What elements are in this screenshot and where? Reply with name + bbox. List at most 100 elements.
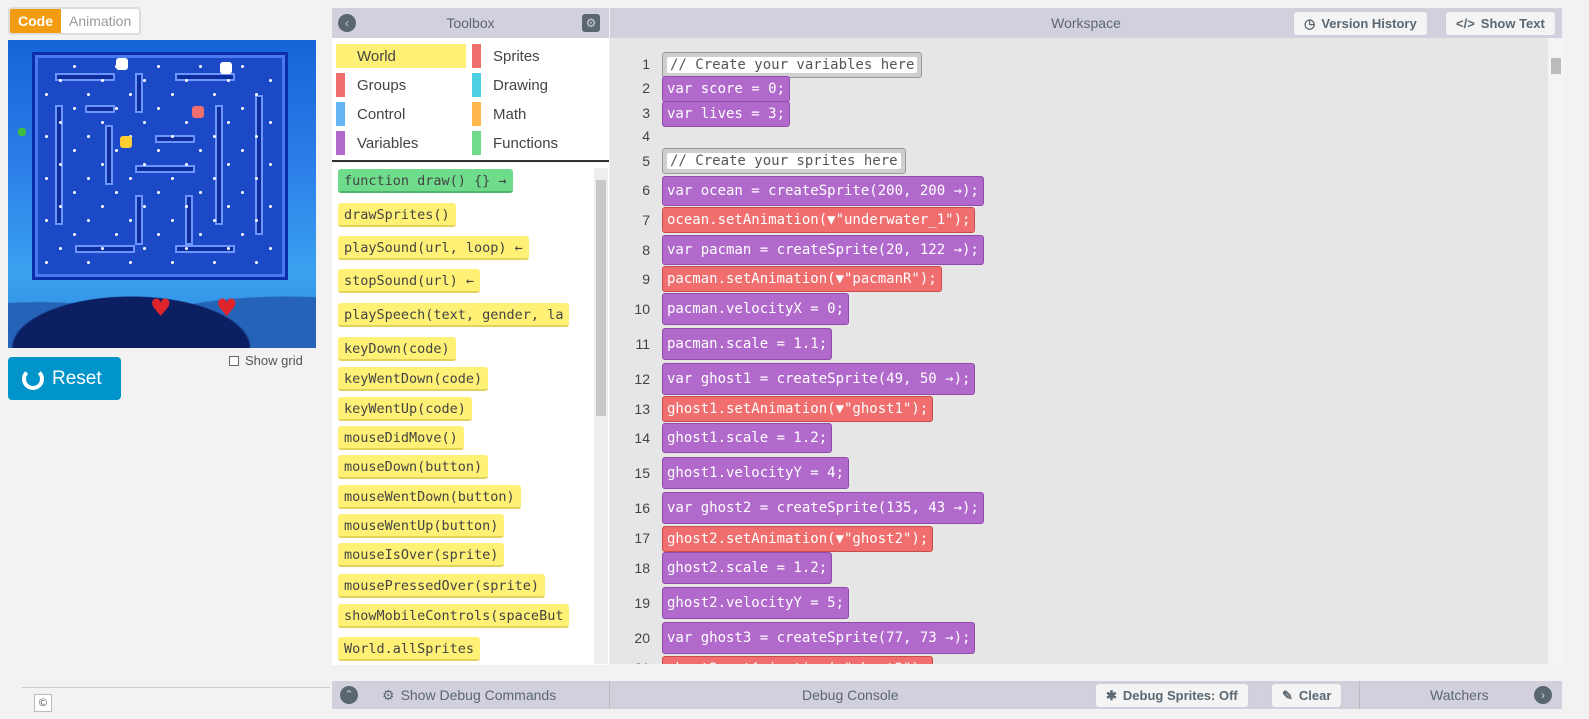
toolbox-title: Toolbox: [446, 15, 495, 31]
line-number: 6: [642, 182, 650, 198]
palette-block[interactable]: function draw() {} →: [338, 169, 513, 193]
pellet: [227, 205, 230, 208]
pellet: [241, 107, 244, 110]
code-block[interactable]: var ghost2 = createSprite(135, 43 →);: [662, 492, 984, 524]
line-number: 8: [642, 242, 650, 258]
pellet: [129, 177, 132, 180]
code-block[interactable]: ghost1.velocityY = 4;: [662, 457, 850, 489]
palette-block[interactable]: playSound(url, loop) ←: [338, 236, 529, 260]
workspace-scrollbar[interactable]: [1548, 38, 1564, 664]
code-block[interactable]: var ghost3 = createSprite(77, 73 →);: [662, 622, 976, 654]
copyright-icon[interactable]: ©: [34, 694, 52, 712]
palette-block[interactable]: stopSound(url) ←: [338, 269, 481, 293]
line-number: 16: [634, 500, 650, 516]
debug-sprites-button[interactable]: ✱ Debug Sprites: Off: [1095, 683, 1249, 708]
code-block[interactable]: var lives = 3;: [662, 101, 791, 127]
line-number: 12: [634, 371, 650, 387]
pellet: [269, 121, 272, 124]
code-block[interactable]: var score = 0;: [662, 76, 791, 102]
game-stage[interactable]: ♥ ♥: [8, 40, 316, 348]
category-sprites[interactable]: Sprites: [472, 44, 602, 68]
maze-wall: [185, 195, 193, 245]
line-number: 11: [635, 336, 650, 352]
debug-sprites-label: Debug Sprites: Off: [1122, 688, 1238, 703]
palette-scrollbar[interactable]: [594, 168, 608, 664]
code-block[interactable]: ghost2.setAnimation(▼"ghost2");: [662, 526, 934, 552]
version-history-button[interactable]: ◷ Version History: [1293, 11, 1428, 36]
code-block[interactable]: var pacman = createSprite(20, 122 →);: [662, 235, 984, 265]
pellet: [157, 149, 160, 152]
collapse-toolbox-icon[interactable]: ‹: [338, 14, 356, 32]
category-functions[interactable]: Functions: [472, 131, 602, 155]
expand-watchers-icon[interactable]: ›: [1534, 681, 1552, 709]
line-number: 17: [634, 530, 650, 546]
code-block[interactable]: ghost2.velocityY = 5;: [662, 587, 850, 619]
palette-block[interactable]: mouseDown(button): [338, 455, 489, 479]
code-block[interactable]: ghost3.setAnimation(▼"ghost3");: [662, 656, 934, 664]
code-block[interactable]: pacman.setAnimation(▼"pacmanR");: [662, 266, 942, 292]
pellet: [227, 247, 230, 250]
palette-block[interactable]: showMobileControls(spaceBut: [338, 604, 570, 628]
pellet: [129, 261, 132, 264]
code-block[interactable]: // Create your variables here: [662, 52, 923, 78]
category-groups[interactable]: Groups: [336, 73, 466, 97]
checkbox-icon[interactable]: [229, 355, 239, 366]
pellet: [157, 191, 160, 194]
palette-block[interactable]: mouseDidMove(): [338, 426, 464, 450]
expand-debug-icon[interactable]: ⌃: [340, 681, 358, 709]
clear-button[interactable]: ✎ Clear: [1271, 683, 1343, 708]
category-control[interactable]: Control: [336, 102, 466, 126]
gear-icon[interactable]: ⚙: [582, 14, 600, 32]
scrollbar-thumb[interactable]: [596, 180, 606, 416]
code-block[interactable]: // Create your sprites here: [662, 148, 906, 174]
palette-block[interactable]: World.allSprites: [338, 637, 481, 661]
pellet: [241, 149, 244, 152]
workspace-canvas[interactable]: 1 // Create your variables here 2 var sc…: [610, 38, 1562, 664]
palette-block[interactable]: mouseIsOver(sprite): [338, 543, 505, 567]
scrollbar-thumb[interactable]: [1551, 58, 1561, 74]
pellet: [73, 191, 76, 194]
maze-wall: [55, 73, 115, 81]
category-drawing[interactable]: Drawing: [472, 73, 602, 97]
code-block[interactable]: var ghost1 = createSprite(49, 50 →);: [662, 363, 976, 395]
pellet: [185, 79, 188, 82]
code-block[interactable]: ghost2.scale = 1.2;: [662, 552, 833, 584]
reset-button[interactable]: Reset: [8, 357, 121, 400]
palette-block[interactable]: keyWentDown(code): [338, 367, 489, 391]
show-text-button[interactable]: </> Show Text: [1445, 11, 1556, 36]
palette-block[interactable]: mouseWentUp(button): [338, 514, 505, 538]
palette-block[interactable]: drawSprites(): [338, 203, 456, 227]
code-block[interactable]: ghost1.scale = 1.2;: [662, 423, 833, 453]
code-block[interactable]: pacman.velocityX = 0;: [662, 293, 850, 325]
code-block[interactable]: var ocean = createSprite(200, 200 →);: [662, 176, 984, 206]
pellet: [59, 121, 62, 124]
category-math[interactable]: Math: [472, 102, 602, 126]
heart-icon: ♥: [216, 294, 238, 322]
palette-block[interactable]: mousePressedOver(sprite): [338, 574, 546, 598]
palette-block[interactable]: keyDown(code): [338, 337, 456, 361]
pellet: [101, 247, 104, 250]
palette-block[interactable]: keyWentUp(code): [338, 397, 472, 421]
line-number: 20: [634, 630, 650, 646]
code-block[interactable]: ocean.setAnimation(▼"underwater_1");: [662, 207, 976, 233]
toolbox-header: ‹ Toolbox ⚙: [332, 8, 609, 38]
palette-block[interactable]: mouseWentDown(button): [338, 485, 521, 509]
seabed-decoration: [8, 268, 316, 348]
show-grid-label: Show grid: [245, 353, 303, 368]
pellet: [213, 135, 216, 138]
category-swatch: [336, 44, 345, 68]
palette-block[interactable]: playSpeech(text, gender, la: [338, 303, 570, 327]
show-debug-commands-button[interactable]: ⚙ Show Debug Commands: [382, 681, 556, 709]
pellet: [185, 247, 188, 250]
reset-icon: [22, 367, 44, 390]
category-world[interactable]: World: [336, 44, 466, 68]
pellet: [199, 233, 202, 236]
category-variables[interactable]: Variables: [336, 131, 466, 155]
code-mode-button[interactable]: Code: [10, 9, 61, 33]
pellet: [213, 93, 216, 96]
code-block[interactable]: pacman.scale = 1.1;: [662, 328, 833, 360]
pellet: [115, 149, 118, 152]
show-grid-toggle[interactable]: Show grid: [229, 353, 303, 368]
code-block[interactable]: ghost1.setAnimation(▼"ghost1");: [662, 396, 934, 422]
animation-mode-button[interactable]: Animation: [69, 13, 132, 29]
